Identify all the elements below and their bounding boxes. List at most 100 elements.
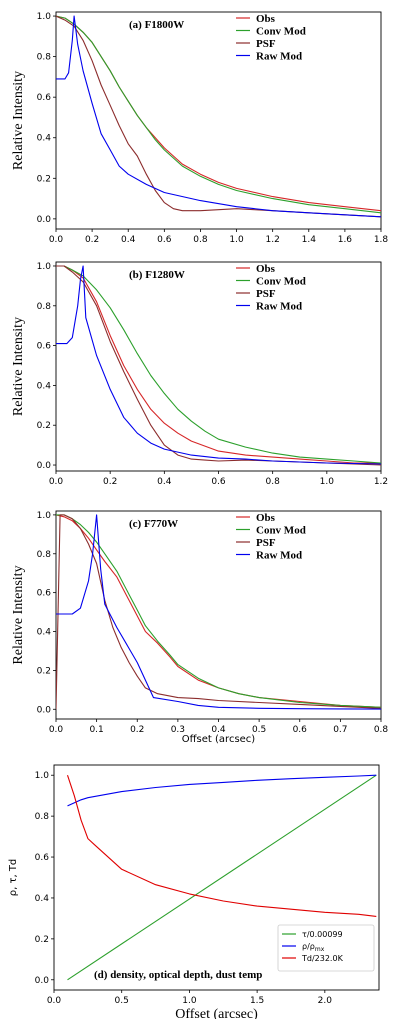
series-line-psf <box>56 265 381 466</box>
x-tick-label: 0.8 <box>374 725 389 735</box>
legend-label: ρ/ρmx <box>302 942 325 953</box>
x-tick-label: 1.2 <box>374 477 388 487</box>
plot-frame <box>53 764 380 991</box>
panel-title: (b) F1280W <box>129 269 185 281</box>
legend-label: PSF <box>256 537 276 549</box>
y-tick-label: 0.8 <box>37 550 52 560</box>
chart-panel-2: 0.0 0.2 0.4 0.6 0.8 1.0 1.2 0.0 0.2 0.4 0.6 0.8 1.0 R… <box>11 261 388 487</box>
legend-label: Conv Mod <box>256 276 306 288</box>
y-tick-label: 0.2 <box>35 935 49 945</box>
chart-panel-1: 0.0 0.2 0.4 0.6 0.8 1.0 1.2 1.4 1.6 1.8 0.0 0.2 0.4 0… <box>11 11 389 245</box>
x-tick-label: 1.6 <box>338 235 353 245</box>
legend-label: Conv Mod <box>256 525 306 537</box>
x-tick-label: 0.6 <box>293 725 308 735</box>
x-tick-label: 1.4 <box>302 235 317 245</box>
y-tick-label: 0.0 <box>37 461 52 471</box>
x-tick-label: 0.7 <box>333 725 347 735</box>
x-tick-label: 0.8 <box>193 235 208 245</box>
x-tick-label: 0.0 <box>49 235 64 245</box>
x-tick-label: 0.6 <box>157 235 172 245</box>
y-axis-label: Relative Intensity <box>11 71 26 170</box>
series-line-mx <box>67 774 377 807</box>
series-line-obs <box>56 15 381 212</box>
legend-label: Raw Mod <box>256 550 302 562</box>
legend-label: PSF <box>256 38 276 50</box>
x-tick-label: 1.0 <box>229 235 244 245</box>
plot-frame <box>55 11 382 230</box>
x-tick-label: 0.5 <box>115 996 129 1006</box>
series-line-conv-mod <box>56 514 381 708</box>
x-tick-label: 1.2 <box>266 235 280 245</box>
legend-label: Raw Mod <box>256 51 302 63</box>
series-line-conv-mod <box>56 265 381 464</box>
series-line-0-00099 <box>67 774 377 981</box>
y-tick-label: 0.8 <box>35 812 50 822</box>
legend-label: Td/232.0K <box>301 954 344 963</box>
y-tick-label: 1.0 <box>35 771 50 781</box>
x-axis-label: Offset (arcsec) <box>182 734 256 745</box>
x-tick-label: 0.2 <box>103 477 117 487</box>
series-line-td-232-0k <box>66 775 377 917</box>
y-tick-label: 0.2 <box>37 174 51 184</box>
y-tick-label: 0.6 <box>35 853 50 863</box>
x-tick-label: 0.5 <box>252 725 266 735</box>
y-tick-label: 0.0 <box>37 215 52 225</box>
x-tick-label: 0.6 <box>211 477 226 487</box>
x-tick-label: 1.0 <box>320 477 335 487</box>
series-line-psf <box>56 15 381 218</box>
y-tick-label: 0.2 <box>37 421 51 431</box>
legend-label: τ/0.00099 <box>302 930 343 939</box>
series-line-raw-mod <box>56 265 381 465</box>
y-tick-label: 0.4 <box>37 628 52 638</box>
x-tick-label: 0.0 <box>47 996 62 1006</box>
x-tick-label: 0.1 <box>89 725 103 735</box>
x-tick-label: 0.4 <box>157 477 172 487</box>
y-tick-label: 0.6 <box>37 342 52 352</box>
x-tick-label: 1.0 <box>182 996 197 1006</box>
legend-label: Obs <box>256 512 276 524</box>
y-axis-label: ρ, τ, Td <box>8 859 19 897</box>
legend-label: Obs <box>256 263 276 275</box>
x-axis-label: Offset (arcsec) <box>175 1007 258 1019</box>
x-tick-label: 0.2 <box>130 725 144 735</box>
y-tick-label: 0.4 <box>35 894 50 904</box>
y-tick-label: 0.4 <box>37 381 52 391</box>
y-tick-label: 1.0 <box>37 262 52 272</box>
x-tick-label: 0.0 <box>49 477 64 487</box>
y-tick-label: 0.2 <box>37 666 51 676</box>
y-tick-label: 0.0 <box>35 976 50 986</box>
chart-panel-3: 0.0 0.1 0.2 0.3 0.4 0.5 0.6 0.7 0.8 0.0 0.2 0.4 0.6 0… <box>11 510 389 745</box>
y-tick-label: 0.4 <box>37 134 52 144</box>
y-axis-label: Relative Intensity <box>11 317 26 416</box>
legend-box <box>277 924 375 972</box>
y-tick-label: 0.8 <box>37 302 52 312</box>
series-line-psf <box>56 514 381 710</box>
legend-label: Obs <box>256 13 276 25</box>
chart-panel-4: 0.0 0.5 1.0 1.5 2.0 0.0 0.2 0.4 0.6 0.8 1.0 ρ, τ, T… <box>8 764 380 1019</box>
y-tick-label: 0.6 <box>37 93 52 103</box>
panel-title: (a) F1800W <box>129 19 184 31</box>
series-line-obs <box>56 514 381 708</box>
x-tick-label: 0.2 <box>85 235 99 245</box>
series-line-conv-mod <box>56 15 381 214</box>
y-tick-label: 0.0 <box>37 705 52 715</box>
panel-title: (d) density, optical depth, dust temp <box>94 969 262 981</box>
y-tick-label: 0.6 <box>37 589 52 599</box>
x-tick-label: 1.8 <box>374 235 389 245</box>
legend-label: PSF <box>256 288 276 300</box>
y-axis-label: Relative Intensity <box>11 565 26 664</box>
legend-label: Conv Mod <box>256 26 306 38</box>
x-tick-label: 1.5 <box>250 996 264 1006</box>
series-line-obs <box>56 265 381 464</box>
x-tick-label: 0.8 <box>266 477 281 487</box>
y-tick-label: 0.8 <box>37 53 52 63</box>
x-tick-label: 0.0 <box>49 725 64 735</box>
x-tick-label: 0.4 <box>121 235 136 245</box>
y-tick-label: 1.0 <box>37 12 52 22</box>
legend-label: Raw Mod <box>256 301 302 313</box>
x-tick-label: 0.3 <box>171 725 185 735</box>
series-line-raw-mod <box>56 514 381 710</box>
y-tick-label: 1.0 <box>37 511 52 521</box>
series-line-raw-mod <box>56 15 381 218</box>
